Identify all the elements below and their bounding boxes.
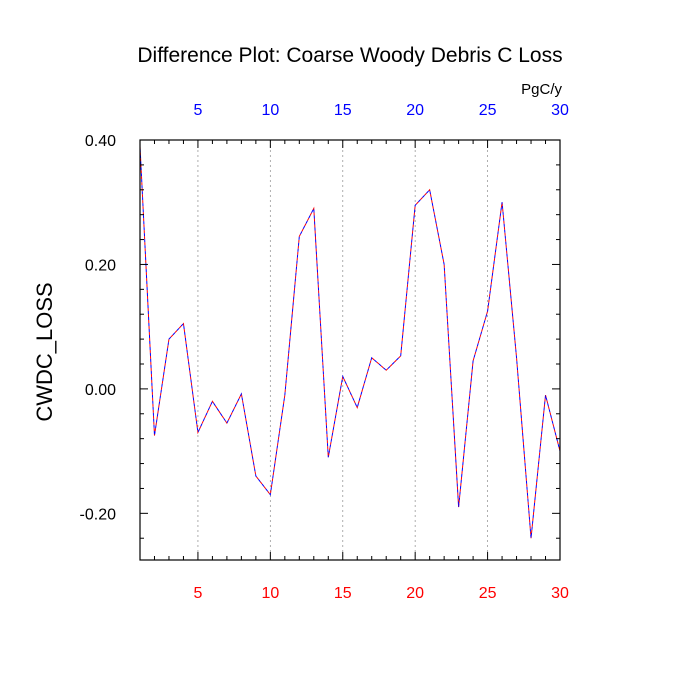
tick-layer — [139, 139, 561, 560]
x-tick-label-top: 5 — [193, 102, 202, 119]
series-line-series-a — [139, 146, 561, 539]
x-tick-label-bottom: 25 — [479, 585, 497, 602]
x-tick-label-bottom: 15 — [334, 585, 352, 602]
y-axis-label: CWDC_LOSS — [32, 282, 57, 421]
grid-layer — [197, 140, 488, 560]
y-tick-label: -0.20 — [80, 506, 117, 523]
y-tick-label: 0.00 — [85, 382, 116, 399]
x-tick-label-bottom: 30 — [551, 585, 569, 602]
chart-title: Difference Plot: Coarse Woody Debris C L… — [137, 44, 562, 67]
plot-frame — [139, 139, 561, 561]
x-tick-label-bottom: 10 — [261, 585, 279, 602]
series-line-series-b — [139, 146, 561, 539]
label-layer: 5 5 10 10 15 15 20 20 25 25 30 30 -0.20 0.00 0.20 0.40 — [80, 102, 569, 602]
x-tick-label-top: 30 — [551, 102, 569, 119]
x-tick-label-bottom: 5 — [193, 585, 202, 602]
x-tick-label-top: 10 — [261, 102, 279, 119]
x-tick-label-top: 15 — [334, 102, 352, 119]
series-layer — [139, 146, 561, 539]
x-tick-label-bottom: 20 — [406, 585, 424, 602]
x-tick-label-top: 20 — [406, 102, 424, 119]
y-tick-label: 0.40 — [85, 133, 116, 150]
x-tick-label-top: 25 — [479, 102, 497, 119]
y-tick-label: 0.20 — [85, 257, 116, 274]
units-label: PgC/y — [521, 81, 562, 98]
